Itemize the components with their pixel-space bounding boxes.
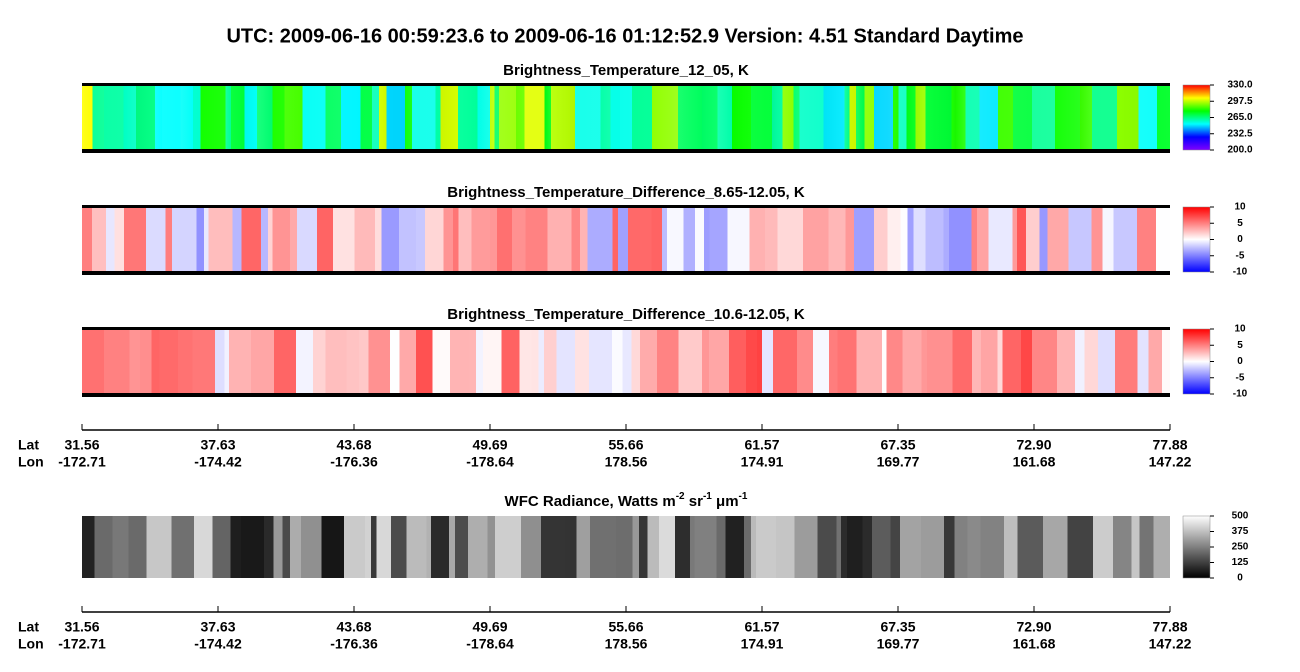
strip-border bbox=[82, 149, 1170, 153]
lon-tick-label: 147.22 bbox=[1149, 636, 1192, 652]
colorbar bbox=[1182, 84, 1211, 151]
colorbar-label: 232.5 bbox=[1227, 128, 1252, 139]
lon-label: Lon bbox=[18, 454, 44, 470]
lon-tick-label: -178.64 bbox=[466, 636, 514, 652]
colorbar-label: 500 bbox=[1232, 511, 1249, 522]
lat-tick-label: 31.56 bbox=[64, 619, 99, 635]
lat-tick-label: 61.57 bbox=[744, 437, 779, 453]
strip-border bbox=[82, 205, 1170, 208]
lon-tick-label: -172.71 bbox=[58, 454, 106, 470]
lon-tick-label: -174.42 bbox=[194, 636, 242, 652]
colorbar-label: -5 bbox=[1236, 372, 1245, 383]
lat-label: Lat bbox=[18, 619, 39, 635]
lat-tick-label: 72.90 bbox=[1016, 619, 1051, 635]
lat-tick-label: 43.68 bbox=[336, 619, 371, 635]
colorbar-label: 0 bbox=[1237, 234, 1243, 245]
lon-label: Lon bbox=[18, 636, 44, 652]
lon-tick-label: 178.56 bbox=[605, 636, 648, 652]
lon-tick-label: -172.71 bbox=[58, 636, 106, 652]
lat-tick-label: 31.56 bbox=[64, 437, 99, 453]
lat-tick-label: 55.66 bbox=[608, 619, 643, 635]
lon-tick-label: -176.36 bbox=[330, 636, 378, 652]
panel-title: Brightness_Temperature_Difference_10.6-1… bbox=[447, 306, 805, 323]
colorbar-label: -10 bbox=[1233, 389, 1248, 400]
title-part: sr bbox=[685, 493, 704, 510]
lat-tick-label: 37.63 bbox=[200, 437, 235, 453]
lon-tick-label: 169.77 bbox=[877, 636, 920, 652]
lon-tick-label: 161.68 bbox=[1013, 454, 1056, 470]
lat-tick-label: 72.90 bbox=[1016, 437, 1051, 453]
lat-tick-label: 77.88 bbox=[1152, 619, 1187, 635]
title-part: -1 bbox=[703, 491, 712, 502]
panel-title: Brightness_Temperature_12_05, K bbox=[503, 62, 749, 79]
lat-tick-label: 43.68 bbox=[336, 437, 371, 453]
lat-label: Lat bbox=[18, 437, 39, 453]
colorbar-label: 10 bbox=[1234, 202, 1246, 213]
lon-tick-label: 147.22 bbox=[1149, 454, 1192, 470]
lat-tick-label: 61.57 bbox=[744, 619, 779, 635]
image-strip bbox=[82, 516, 1170, 578]
lat-tick-label: 55.66 bbox=[608, 437, 643, 453]
lon-tick-label: -176.36 bbox=[330, 454, 378, 470]
colorbar bbox=[1182, 515, 1211, 579]
lat-tick-label: 49.69 bbox=[472, 619, 507, 635]
title-part: -2 bbox=[676, 491, 685, 502]
image-strip bbox=[82, 207, 1170, 272]
lon-tick-label: 174.91 bbox=[741, 454, 784, 470]
colorbar-label: 0 bbox=[1237, 356, 1243, 367]
title-part: μm bbox=[712, 493, 739, 510]
lon-tick-label: -174.42 bbox=[194, 454, 242, 470]
image-strip bbox=[82, 329, 1170, 394]
colorbar-label: -5 bbox=[1236, 250, 1245, 261]
colorbar-label: 200.0 bbox=[1227, 145, 1252, 156]
strip-border bbox=[82, 83, 1170, 86]
colorbar bbox=[1182, 328, 1211, 395]
colorbar-label: 0 bbox=[1237, 573, 1243, 584]
strip-border bbox=[82, 393, 1170, 397]
lon-tick-label: -178.64 bbox=[466, 454, 514, 470]
colorbar-label: 375 bbox=[1232, 526, 1249, 537]
lat-tick-label: 77.88 bbox=[1152, 437, 1187, 453]
panel-title: Brightness_Temperature_Difference_8.65-1… bbox=[447, 184, 805, 201]
colorbar-label: 330.0 bbox=[1227, 80, 1252, 91]
colorbar-label: 250 bbox=[1232, 542, 1249, 553]
lat-tick-label: 37.63 bbox=[200, 619, 235, 635]
strip-border bbox=[82, 327, 1170, 330]
colorbar-label: 125 bbox=[1232, 557, 1249, 568]
lon-tick-label: 169.77 bbox=[877, 454, 920, 470]
colorbar bbox=[1182, 206, 1211, 273]
colorbar-label: -10 bbox=[1233, 267, 1248, 278]
colorbar-label: 5 bbox=[1237, 218, 1243, 229]
title-part: WFC Radiance, Watts m bbox=[505, 493, 676, 510]
lon-tick-label: 161.68 bbox=[1013, 636, 1056, 652]
lat-tick-label: 49.69 bbox=[472, 437, 507, 453]
panel-title: WFC Radiance, Watts m-2 sr-1 μm-1 bbox=[505, 491, 748, 510]
lat-tick-label: 67.35 bbox=[880, 619, 915, 635]
lat-tick-label: 67.35 bbox=[880, 437, 915, 453]
colorbar-label: 5 bbox=[1237, 340, 1243, 351]
figure-title: UTC: 2009-06-16 00:59:23.6 to 2009-06-16… bbox=[226, 25, 1023, 47]
colorbar-label: 10 bbox=[1234, 324, 1246, 335]
lon-tick-label: 178.56 bbox=[605, 454, 648, 470]
image-strip bbox=[82, 85, 1170, 150]
lon-tick-label: 174.91 bbox=[741, 636, 784, 652]
colorbar-label: 265.0 bbox=[1227, 112, 1252, 123]
strip-border bbox=[82, 271, 1170, 275]
title-part: -1 bbox=[739, 491, 748, 502]
colorbar-label: 297.5 bbox=[1227, 96, 1252, 107]
